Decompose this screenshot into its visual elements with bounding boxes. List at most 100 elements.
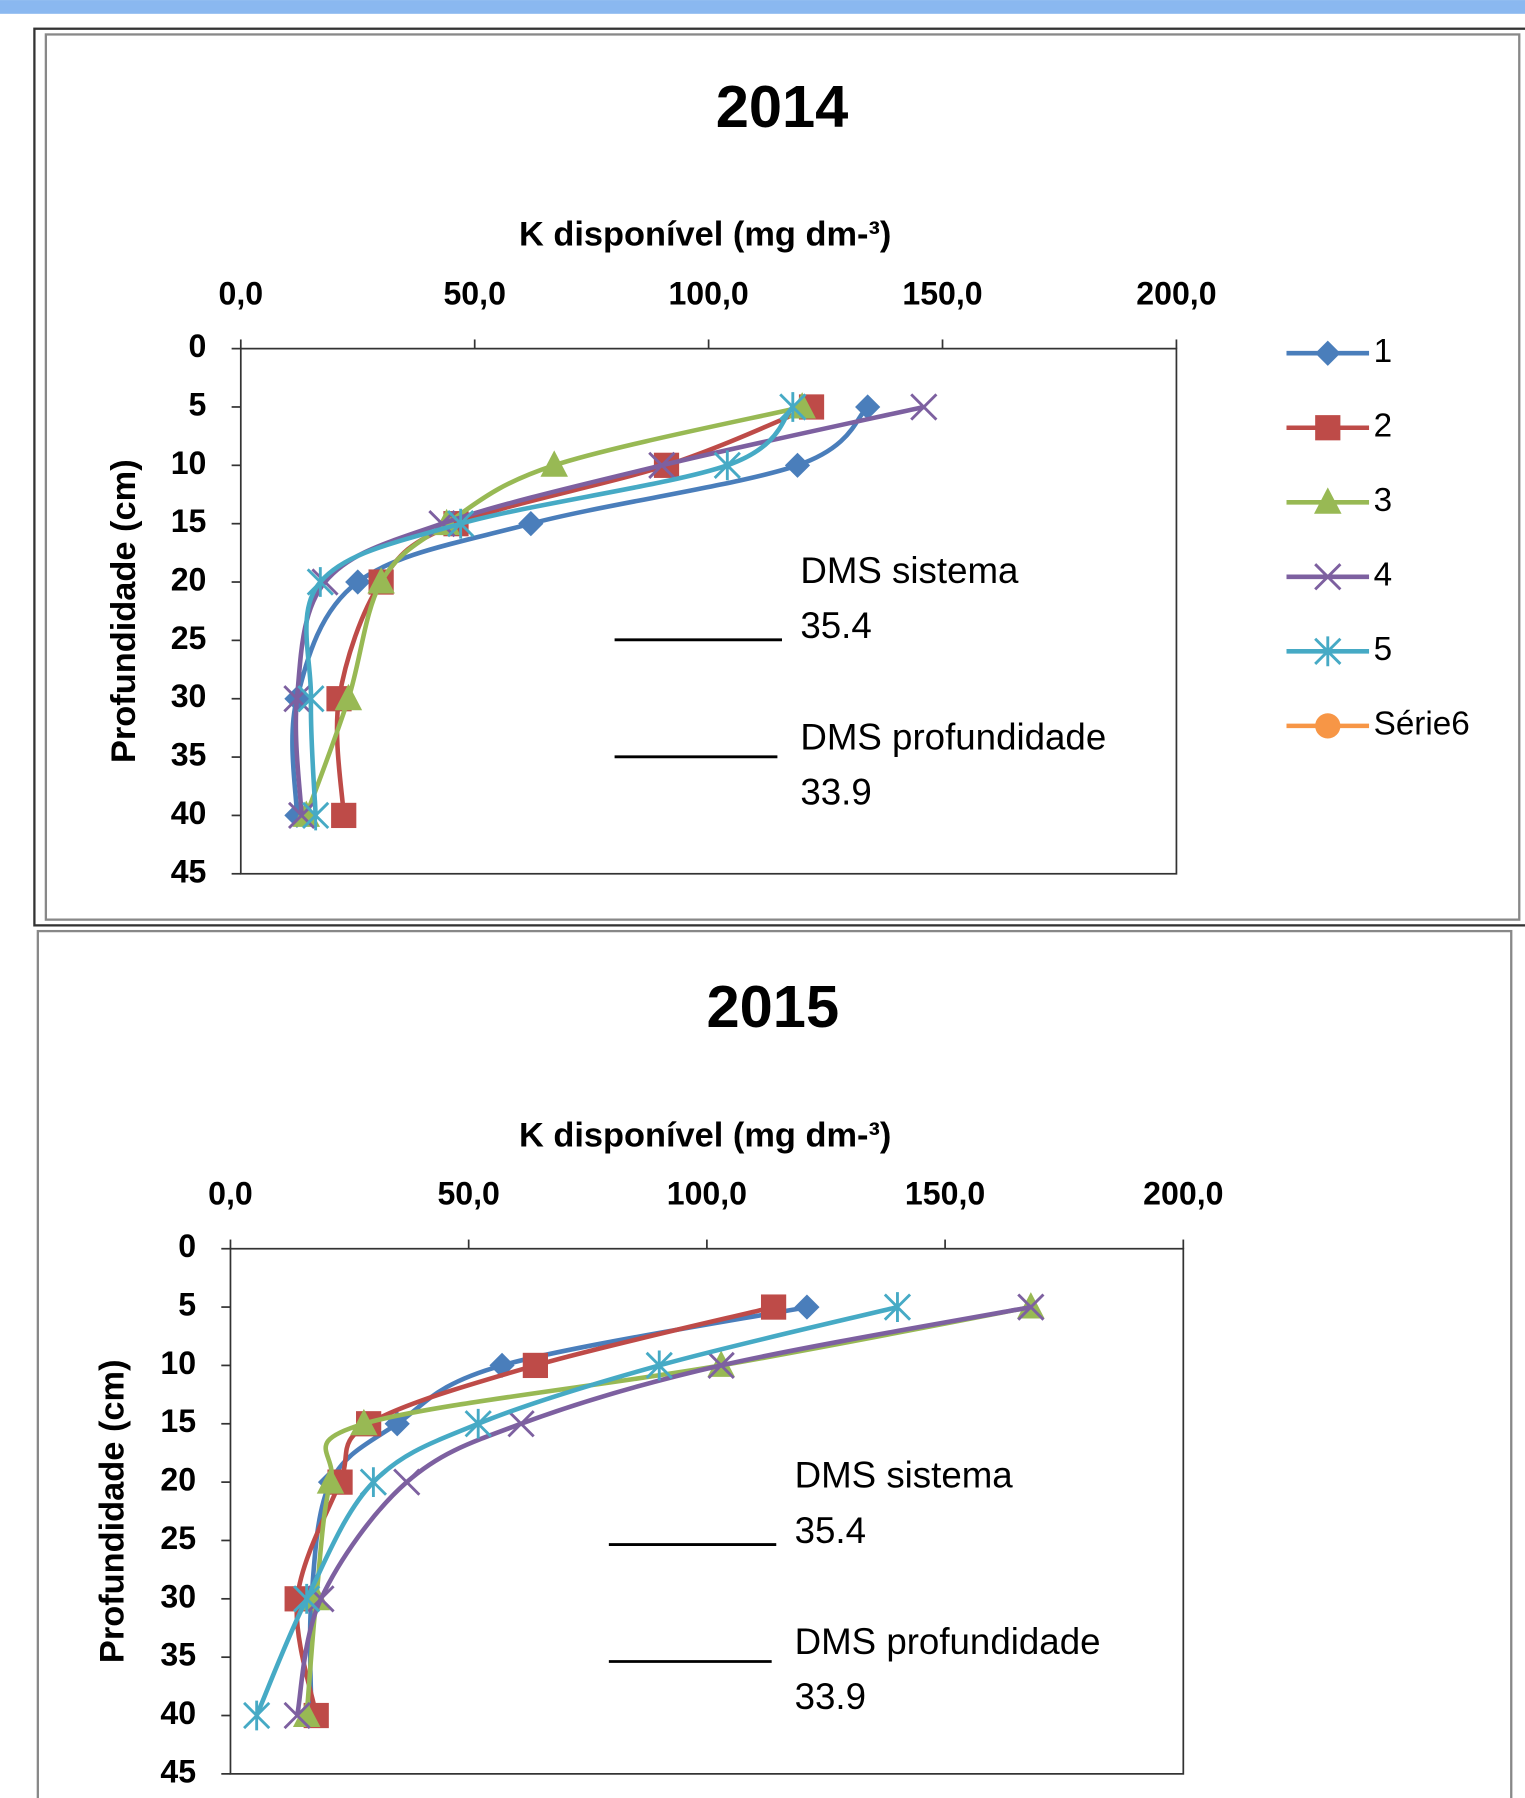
marker (784, 452, 811, 478)
y-tick-label: 20 (160, 1462, 196, 1498)
marker (292, 800, 321, 827)
marker (507, 1410, 535, 1438)
x-tick-label: 200,0 (1136, 275, 1216, 311)
annotation: 33.9 (800, 771, 871, 812)
marker (464, 1408, 492, 1439)
chart-frame (33, 27, 1525, 927)
annotation: DMS sistema (800, 550, 1019, 591)
y-tick-label: 30 (171, 678, 207, 714)
marker (540, 450, 568, 477)
marker (788, 392, 816, 419)
legend-label: 1 (1374, 333, 1393, 370)
marker (306, 567, 334, 597)
marker (779, 392, 807, 422)
legend-label: Série6 (1374, 706, 1470, 743)
marker (297, 683, 325, 714)
chart-title: 2014 (716, 73, 849, 140)
marker (302, 800, 330, 831)
marker (713, 450, 741, 481)
legend-label: 2 (1374, 408, 1393, 445)
x-tick-label: 150,0 (902, 275, 982, 311)
x-tick-label: 50,0 (443, 275, 505, 311)
y-tick-label: 30 (160, 1578, 196, 1614)
series (243, 1292, 912, 1731)
y-tick-label: 15 (160, 1403, 196, 1439)
y-tick-label: 40 (171, 795, 207, 831)
y-tick-label: 40 (160, 1695, 196, 1731)
x-tick-label: 100,0 (668, 275, 748, 311)
x-tick-label: 50,0 (437, 1175, 499, 1211)
y-tick-label: 35 (160, 1637, 196, 1673)
y-tick-label: 10 (171, 445, 207, 481)
y-tick-label: 45 (171, 853, 207, 889)
y-tick-label: 0 (178, 1228, 196, 1264)
x-tick-label: 150,0 (905, 1175, 985, 1211)
y-tick-label: 25 (171, 620, 207, 656)
marker (855, 394, 881, 420)
legend-label: 4 (1374, 557, 1393, 594)
x-tick-label: 0,0 (208, 1175, 253, 1211)
annotation: 35.4 (800, 605, 871, 646)
annotation: 33.9 (795, 1676, 866, 1717)
marker (447, 508, 475, 539)
legend-label: 5 (1374, 631, 1393, 668)
marker (1314, 563, 1342, 591)
marker (359, 1467, 388, 1498)
y-axis-label: Profundidade (cm) (105, 459, 143, 763)
series (283, 1293, 1045, 1730)
marker (1314, 636, 1342, 667)
marker (243, 1700, 271, 1731)
series (297, 392, 807, 831)
legend-label: 3 (1374, 482, 1393, 519)
marker (883, 1292, 912, 1322)
marker (350, 1408, 378, 1436)
marker (518, 511, 544, 537)
y-tick-label: 15 (171, 503, 207, 539)
y-tick-label: 5 (178, 1287, 196, 1323)
y-axis-label: Profundidade (cm) (94, 1359, 132, 1663)
marker (331, 802, 357, 829)
marker (293, 1583, 321, 1614)
marker (1315, 713, 1341, 739)
marker (1017, 1293, 1045, 1321)
marker (648, 451, 676, 479)
x-tick-label: 100,0 (667, 1175, 747, 1211)
marker (287, 801, 316, 830)
y-tick-label: 35 (171, 737, 207, 773)
x-axis-label: K disponível (mg dm-³) (519, 1117, 891, 1155)
marker (707, 1351, 735, 1380)
series (283, 393, 938, 830)
annotation: 35.4 (795, 1510, 866, 1551)
marker (1315, 415, 1341, 441)
chart-title: 2015 (707, 973, 840, 1040)
y-tick-label: 10 (160, 1345, 196, 1381)
x-axis-label: K disponível (mg dm-³) (519, 215, 891, 253)
marker (283, 1701, 311, 1730)
chart-frame (36, 929, 1513, 1798)
y-tick-label: 20 (171, 562, 207, 598)
annotation: DMS sistema (795, 1455, 1014, 1496)
marker (1314, 487, 1342, 514)
marker (1315, 340, 1341, 366)
marker (522, 1352, 548, 1379)
y-tick-label: 45 (160, 1753, 196, 1789)
annotation: DMS profundidade (800, 716, 1106, 757)
marker (760, 1294, 787, 1320)
marker (292, 1700, 321, 1727)
y-tick-label: 5 (189, 386, 207, 422)
marker (302, 1583, 330, 1611)
top-strip (0, 0, 1525, 14)
marker (283, 685, 311, 713)
annotation: DMS profundidade (795, 1621, 1101, 1662)
marker (367, 567, 395, 594)
y-tick-label: 0 (189, 328, 207, 364)
marker (910, 393, 938, 421)
marker (316, 1467, 345, 1494)
marker (334, 683, 363, 711)
chart-inner-frame (44, 33, 1521, 921)
x-tick-label: 0,0 (218, 275, 263, 311)
marker (794, 1294, 820, 1320)
marker (393, 1468, 421, 1496)
marker (345, 569, 371, 595)
